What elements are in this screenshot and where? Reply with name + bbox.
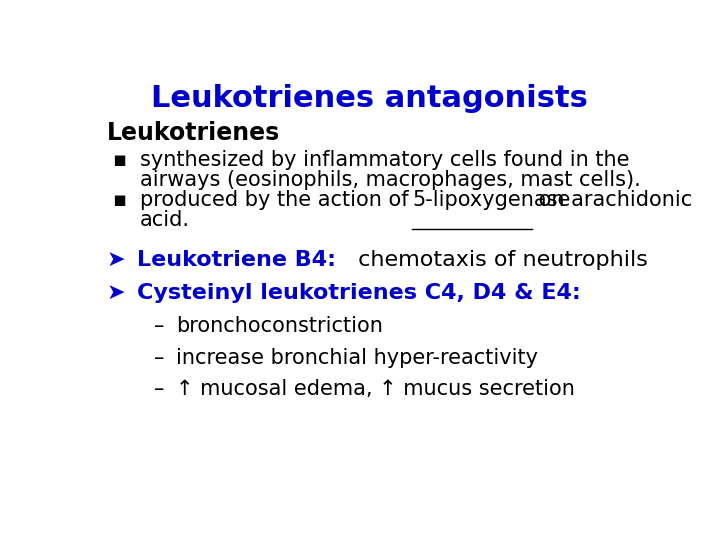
Text: produced by the action of: produced by the action of	[140, 191, 415, 211]
Text: bronchoconstriction: bronchoconstriction	[176, 316, 383, 336]
Text: synthesized by inflammatory cells found in the: synthesized by inflammatory cells found …	[140, 150, 630, 170]
Text: –: –	[154, 348, 165, 368]
Text: chemotaxis of neutrophils: chemotaxis of neutrophils	[351, 250, 647, 270]
Text: –: –	[154, 379, 165, 399]
Text: 5-lipoxygenase: 5-lipoxygenase	[412, 191, 570, 211]
Text: ↑ mucosal edema, ↑ mucus secretion: ↑ mucosal edema, ↑ mucus secretion	[176, 379, 575, 399]
Text: ➤: ➤	[107, 283, 125, 303]
Text: on arachidonic: on arachidonic	[532, 191, 693, 211]
Text: ▪: ▪	[112, 191, 127, 211]
Text: ▪: ▪	[112, 150, 127, 170]
Text: Leukotrienes antagonists: Leukotrienes antagonists	[150, 84, 588, 112]
Text: Leukotriene B4:: Leukotriene B4:	[138, 250, 336, 270]
Text: Cysteinyl leukotrienes C4, D4 & E4:: Cysteinyl leukotrienes C4, D4 & E4:	[138, 283, 581, 303]
Text: airways (eosinophils, macrophages, mast cells).: airways (eosinophils, macrophages, mast …	[140, 170, 641, 190]
Text: ➤: ➤	[107, 250, 125, 270]
Text: –: –	[154, 316, 165, 336]
Text: increase bronchial hyper-reactivity: increase bronchial hyper-reactivity	[176, 348, 539, 368]
Text: acid.: acid.	[140, 210, 190, 230]
Text: Leukotrienes: Leukotrienes	[107, 121, 280, 145]
